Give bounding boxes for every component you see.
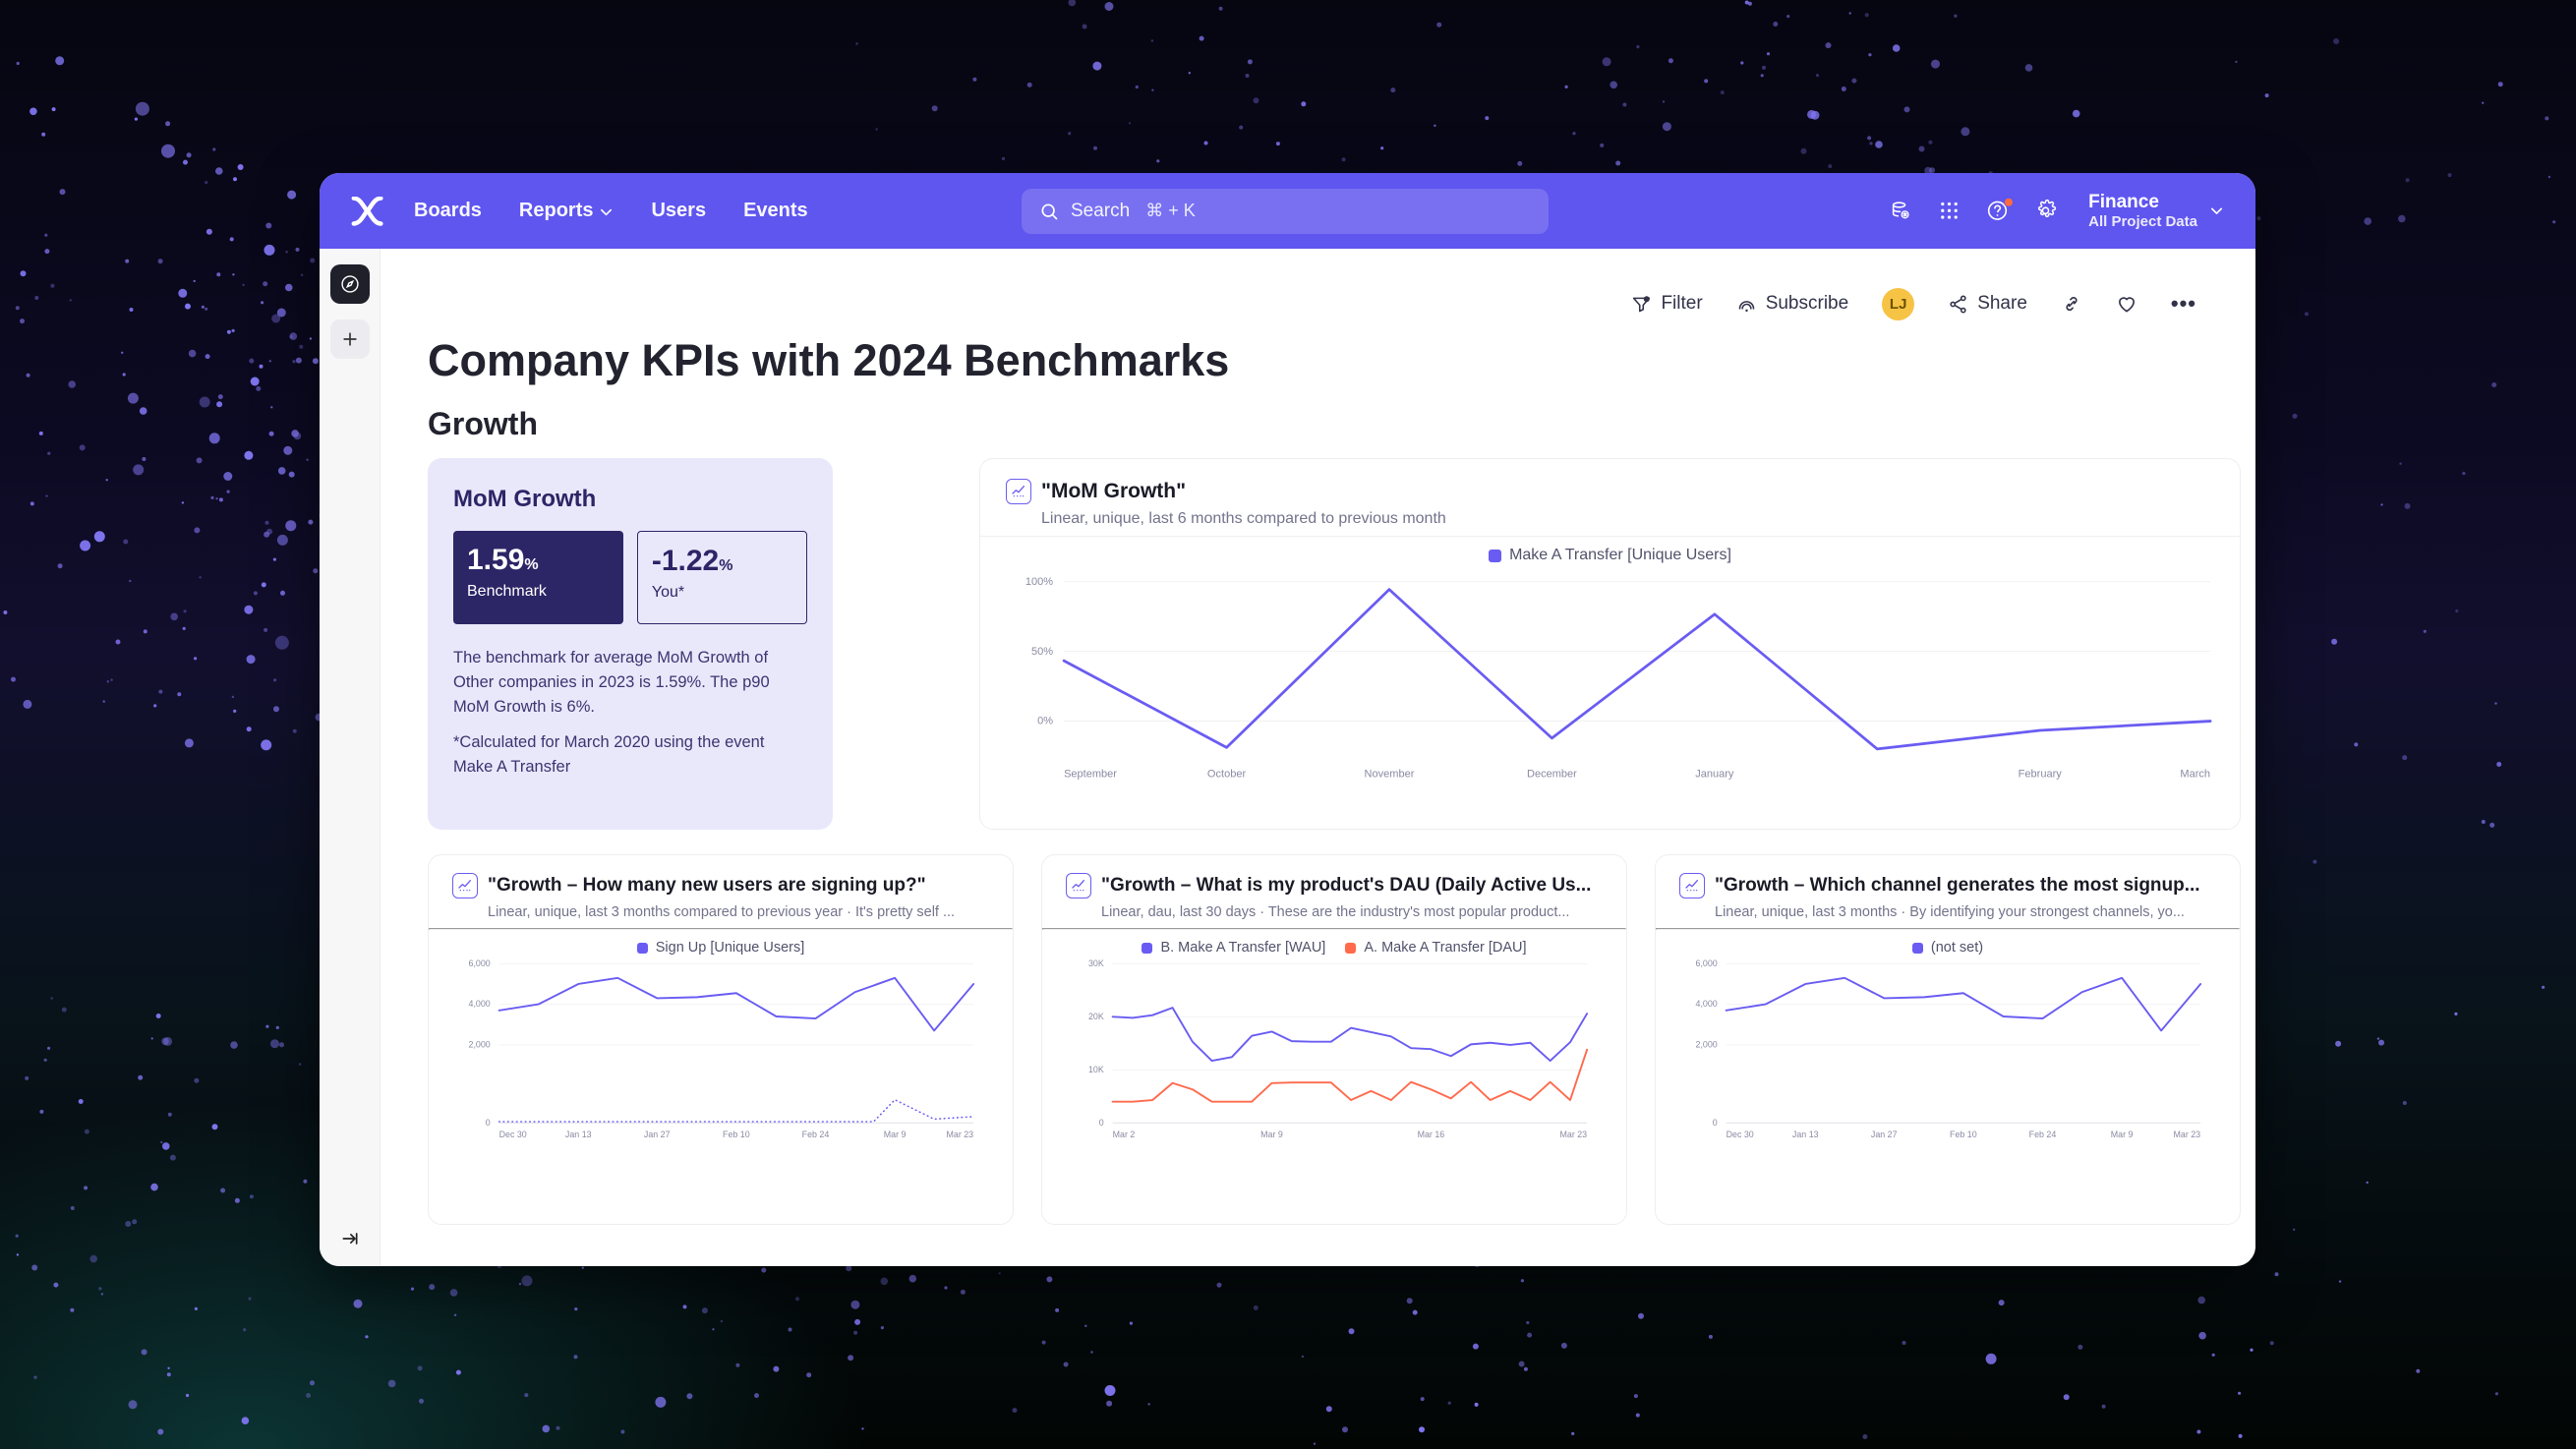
svg-text:Mar 2: Mar 2 [1113,1130,1136,1139]
svg-text:November: November [1365,768,1415,780]
svg-text:Jan 13: Jan 13 [1792,1130,1819,1139]
svg-text:Feb 24: Feb 24 [2029,1130,2057,1139]
svg-text:Dec 30: Dec 30 [1727,1130,1754,1139]
svg-text:September: September [1064,768,1117,780]
svg-text:February: February [2019,768,2063,780]
svg-text:50%: 50% [1031,646,1053,658]
svg-text:2,000: 2,000 [469,1039,491,1049]
svg-text:Jan 27: Jan 27 [644,1130,671,1139]
svg-text:100%: 100% [1025,576,1053,588]
svg-text:March: March [2180,768,2210,780]
svg-text:Mar 9: Mar 9 [2111,1130,2134,1139]
svg-text:Mar 23: Mar 23 [947,1130,974,1139]
svg-text:6,000: 6,000 [469,958,491,968]
svg-text:4,000: 4,000 [469,999,491,1009]
svg-text:Dec 30: Dec 30 [499,1130,527,1139]
svg-text:Mar 23: Mar 23 [2174,1130,2201,1139]
svg-text:30K: 30K [1088,958,1104,968]
svg-text:20K: 20K [1088,1012,1104,1021]
svg-text:0: 0 [1713,1118,1718,1128]
svg-text:2,000: 2,000 [1696,1039,1718,1049]
svg-text:Mar 23: Mar 23 [1560,1130,1588,1139]
svg-text:Feb 10: Feb 10 [1950,1130,1977,1139]
svg-text:Feb 24: Feb 24 [802,1130,830,1139]
svg-text:10K: 10K [1088,1065,1104,1074]
svg-text:Mar 9: Mar 9 [884,1130,907,1139]
svg-text:0: 0 [486,1118,491,1128]
svg-text:6,000: 6,000 [1696,958,1718,968]
svg-text:Mar 16: Mar 16 [1418,1130,1445,1139]
svg-text:Jan 13: Jan 13 [565,1130,592,1139]
svg-text:Feb 10: Feb 10 [723,1130,750,1139]
svg-text:4,000: 4,000 [1696,999,1718,1009]
svg-text:+: + [1646,297,1649,302]
svg-text:0: 0 [1099,1118,1104,1128]
svg-text:Jan 27: Jan 27 [1871,1130,1898,1139]
svg-text:December: December [1527,768,1577,780]
svg-text:Mar 9: Mar 9 [1260,1130,1283,1139]
svg-text:October: October [1207,768,1247,780]
svg-text:0%: 0% [1037,716,1053,727]
svg-text:January: January [1695,768,1734,780]
